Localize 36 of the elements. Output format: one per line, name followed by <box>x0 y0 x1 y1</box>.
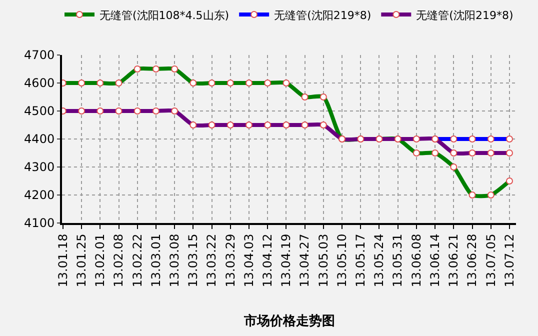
x-tick-label: 13.04.03 <box>242 234 256 288</box>
x-tick-label: 13.07.12 <box>502 234 516 288</box>
legend-label: 无缝管(沈阳219*8) <box>416 8 514 22</box>
x-tick-label: 13.03.29 <box>223 234 238 288</box>
x-tick-label: 13.05.24 <box>372 234 386 288</box>
x-tick-label: 13.05.03 <box>316 234 330 288</box>
x-tick-label: 13.02.01 <box>93 234 108 288</box>
y-tick-label: 4100 <box>24 216 55 230</box>
x-tick-label: 13.06.21 <box>446 234 461 288</box>
x-tick-label: 13.02.08 <box>112 234 126 288</box>
x-tick-label: 13.01.25 <box>74 234 88 288</box>
y-tick-label: 4300 <box>24 160 55 174</box>
x-tick-label: 13.06.28 <box>465 234 480 288</box>
x-tick-label: 13.06.14 <box>428 234 442 288</box>
x-tick-label: 13.03.08 <box>167 234 182 288</box>
x-tick-label: 13.03.01 <box>148 234 163 288</box>
x-tick-label: 13.05.10 <box>334 234 349 288</box>
x-tick-label: 13.05.17 <box>354 234 368 288</box>
x-tick-label: 13.03.15 <box>186 234 200 288</box>
x-tick-label: 13.07.05 <box>484 234 498 288</box>
y-tick-label: 4200 <box>24 188 55 202</box>
y-tick-label: 4700 <box>24 48 55 62</box>
x-tick-label: 13.06.08 <box>409 234 424 288</box>
x-tick-label: 13.02.22 <box>130 234 144 288</box>
x-tick-label: 13.04.19 <box>279 234 294 288</box>
x-tick-label: 13.04.12 <box>260 234 274 288</box>
text: 市场价格走势图 <box>243 313 335 329</box>
legend-label: 无缝管(沈阳219*8) <box>274 8 372 22</box>
x-tick-label: 13.05.31 <box>390 234 405 288</box>
legend-label: 无缝管(沈阳108*4.5山东) <box>100 8 230 22</box>
y-tick-label: 4500 <box>24 104 55 118</box>
x-tick-label: 13.04.27 <box>298 234 312 288</box>
y-tick-label: 4400 <box>24 132 55 146</box>
y-tick-label: 4600 <box>24 76 55 90</box>
x-tick-label: 13.03.22 <box>204 234 219 288</box>
x-tick-label: 13.01.18 <box>56 234 70 288</box>
